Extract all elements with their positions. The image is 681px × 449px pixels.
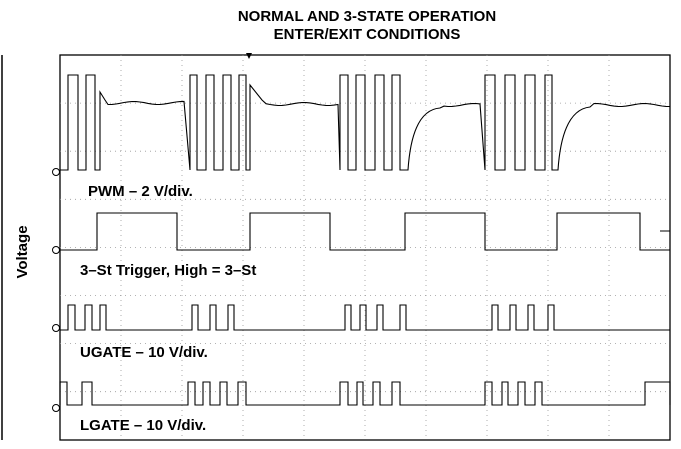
ground-marker: [52, 324, 60, 332]
ground-marker: [52, 404, 60, 412]
waveforms: [59, 74, 671, 406]
ground-markers: [52, 168, 60, 412]
channel-label: 3–St Trigger, High = 3–St: [80, 262, 256, 279]
channel-label: LGATE – 10 V/div.: [80, 417, 206, 434]
trigger-marker: [246, 53, 252, 59]
channel-label: UGATE – 10 V/div.: [80, 344, 208, 361]
trigger-wave: [60, 212, 670, 251]
ground-marker: [52, 168, 60, 176]
ground-marker: [52, 246, 60, 254]
title-line: ENTER/EXIT CONDITIONS: [274, 26, 461, 43]
ugate-wave: [60, 304, 670, 331]
pwm-wave: [60, 74, 671, 171]
y-axis-label: Voltage: [14, 225, 31, 278]
lgate-wave: [59, 381, 671, 406]
channel-label: PWM – 2 V/div.: [88, 183, 193, 200]
title-line: NORMAL AND 3-STATE OPERATION: [238, 8, 496, 25]
